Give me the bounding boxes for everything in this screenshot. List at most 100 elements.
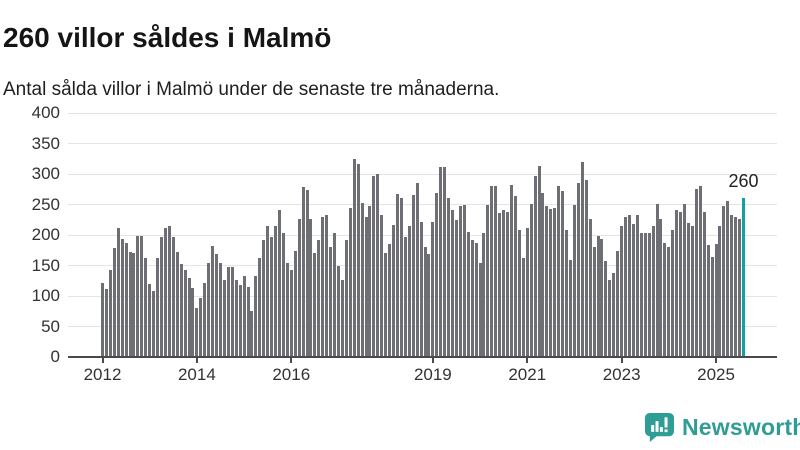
bar — [631, 224, 635, 357]
y-axis-label-0: 0 — [50, 347, 60, 366]
bar — [329, 247, 333, 357]
bar — [325, 215, 329, 357]
bar — [706, 245, 710, 357]
bar — [317, 240, 321, 357]
bar — [360, 203, 364, 357]
bar — [612, 273, 616, 357]
bar — [183, 270, 187, 357]
bar — [388, 244, 392, 357]
bar — [392, 225, 396, 357]
bar — [572, 205, 576, 357]
bar — [517, 230, 521, 357]
bar — [545, 206, 549, 357]
bar — [376, 174, 380, 357]
bar — [592, 247, 596, 357]
bar — [608, 280, 612, 357]
bar — [565, 230, 569, 357]
y-axis-label-150: 150 — [31, 255, 60, 275]
bar — [384, 253, 388, 357]
x-axis-label-2025: 2025 — [697, 365, 735, 384]
bar — [533, 176, 537, 357]
bar — [730, 215, 734, 357]
bar — [718, 226, 722, 357]
bar — [486, 205, 490, 357]
bar — [738, 219, 742, 357]
bar — [333, 233, 337, 357]
y-axis-label-300: 300 — [31, 164, 60, 183]
bar — [470, 240, 474, 357]
x-axis-tick-2025 — [715, 358, 718, 363]
bar — [258, 258, 262, 357]
bar — [624, 217, 628, 357]
bar — [380, 215, 384, 357]
bar — [498, 213, 502, 357]
bar — [250, 311, 254, 357]
x-axis-label-2021: 2021 — [508, 365, 547, 384]
bar — [451, 210, 455, 357]
bar — [588, 219, 592, 357]
last-value-label: 260 — [728, 171, 759, 191]
bar — [702, 212, 706, 357]
bar — [171, 237, 175, 357]
bar — [195, 308, 199, 357]
x-axis-label-2019: 2019 — [413, 365, 452, 384]
bar — [309, 219, 313, 357]
bar — [352, 159, 356, 357]
bar — [399, 198, 403, 357]
bar — [403, 237, 407, 357]
x-axis-tick-2014 — [195, 358, 198, 363]
bar — [569, 260, 573, 357]
bar — [175, 252, 179, 357]
bar — [576, 183, 580, 357]
bar — [482, 233, 486, 357]
bar — [199, 298, 203, 357]
bar — [140, 236, 144, 357]
bar — [344, 240, 348, 357]
bar — [411, 195, 415, 357]
bar — [152, 291, 156, 357]
bar — [431, 222, 435, 357]
bar — [285, 263, 289, 357]
newsworthy-logo[interactable]: Newsworthy — [644, 410, 800, 444]
gridline-300 — [68, 173, 777, 175]
bar — [683, 204, 687, 357]
bar — [156, 258, 160, 357]
bar — [234, 280, 238, 357]
bar — [238, 285, 242, 357]
bar — [604, 261, 608, 357]
x-axis-label-2012: 2012 — [83, 365, 122, 384]
x-axis-tick-2012 — [101, 358, 104, 363]
chart-subtitle: Antal sålda villor i Malmö under de sena… — [3, 79, 500, 100]
bar — [553, 208, 557, 357]
bar — [246, 287, 250, 357]
bar — [541, 193, 545, 357]
bar — [663, 243, 667, 357]
bar — [207, 263, 211, 357]
bar — [694, 189, 698, 357]
bar — [734, 217, 738, 357]
bar — [466, 232, 470, 357]
bar — [211, 246, 215, 357]
bar — [163, 228, 167, 357]
x-axis-label-2016: 2016 — [272, 365, 311, 384]
bar — [710, 257, 714, 357]
bar — [226, 267, 230, 357]
bar — [356, 164, 360, 357]
bar — [262, 240, 266, 357]
bar — [690, 226, 694, 357]
bar — [443, 167, 447, 357]
bar — [510, 185, 514, 357]
y-axis-label-400: 400 — [31, 103, 60, 122]
bar — [423, 247, 427, 357]
bar — [513, 196, 517, 357]
bar — [675, 210, 679, 357]
x-axis-label-2023: 2023 — [602, 365, 641, 384]
bar — [462, 205, 466, 357]
bar — [722, 206, 726, 357]
bar — [266, 226, 270, 357]
bar — [494, 186, 498, 357]
y-axis-label-350: 350 — [31, 133, 60, 153]
bar — [301, 187, 305, 357]
bar — [179, 264, 183, 357]
